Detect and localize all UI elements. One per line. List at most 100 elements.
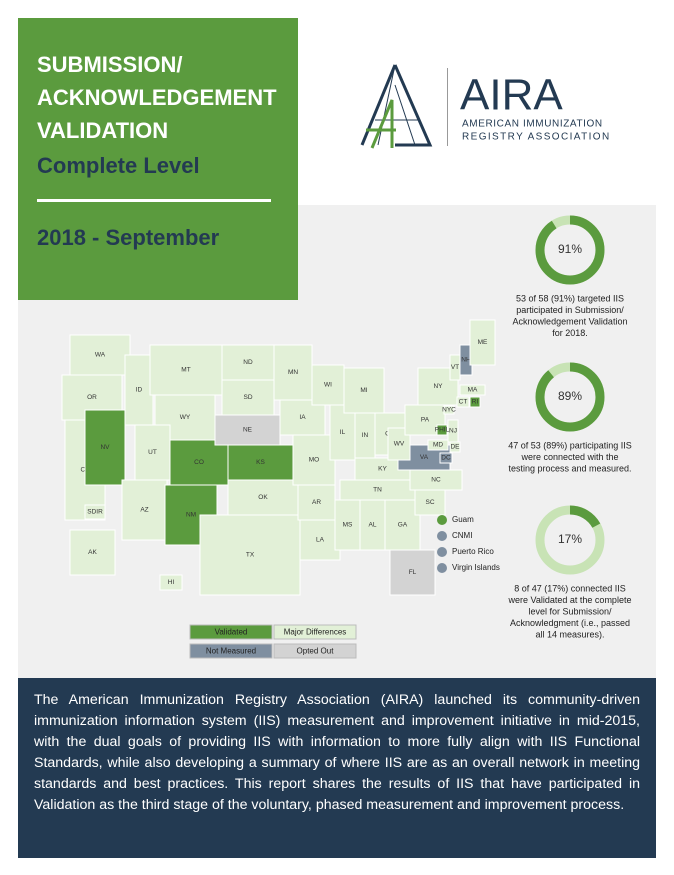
state-label: NH [461,357,471,364]
donut-caption: Acknowledgment (i.e., passed [510,618,630,628]
state-label: NC [431,477,441,484]
state-label: FL [409,569,417,576]
state-label: WA [95,352,106,359]
state-label: KS [256,459,265,466]
state [387,427,411,461]
state-label: MS [343,522,353,529]
state-label: MD [433,442,443,449]
state [439,452,453,464]
state-label: GA [398,522,408,529]
state [299,519,341,561]
state [459,384,486,396]
state-label: TN [373,487,382,494]
logo-tagline: AMERICAN IMMUNIZATION [462,119,603,130]
territory-label: Puerto Rico [452,547,494,556]
state-label: NY [433,383,443,390]
infographic: SUBMISSION/ ACKNOWLEDGEMENT VALIDATION C… [18,18,656,678]
donut-arc [535,505,605,575]
state [443,405,455,415]
state [427,439,449,451]
state [84,504,106,520]
title-line: VALIDATION [37,118,168,143]
territory-marker [437,547,447,557]
donut-arc [535,362,605,432]
state-label: ID [136,387,143,394]
footer-text: The American Immunization Registry Assoc… [18,678,656,858]
state-label: SC [425,499,434,506]
donut-caption: 8 of 47 (17%) connected IIS [514,583,626,593]
state-label: ME [478,339,488,346]
state-label: LA [316,537,325,544]
state-label: SDIR [87,509,103,516]
state [449,441,461,453]
state-label: NV [100,444,110,451]
donut-caption: level for Submission/ [528,606,612,616]
period: 2018 - September [37,225,220,250]
state [279,399,326,436]
state-label: AZ [140,507,148,514]
state [384,499,421,551]
territory-label: CNMI [452,531,472,540]
logo-tagline: REGISTRY ASSOCIATION [462,132,611,143]
logo-separator [447,68,448,146]
state-label: VA [420,454,429,461]
donut-caption: participated in Submission/ [516,305,624,315]
state-label: VT [451,364,459,371]
territory-marker [437,531,447,541]
state-label: NM [186,512,196,519]
title-line: ACKNOWLEDGEMENT [37,85,277,110]
state [169,439,229,486]
donut-label: 89% [558,389,582,403]
state-label: MI [360,387,367,394]
territory-label: Guam [452,515,474,524]
state-label: PA [421,417,430,424]
state-label: WV [394,441,405,448]
legend-swatch [189,624,273,640]
state-label: IA [299,414,306,421]
state [227,444,294,481]
state-label: WI [324,382,332,389]
legend-swatch [189,643,273,659]
state-label: MT [181,367,190,374]
donut-label: 91% [558,242,582,256]
territory-marker [437,515,447,525]
state-label: DE [450,444,460,451]
state [469,396,481,408]
state [199,514,301,596]
legend-label: Major Differences [284,628,347,637]
state-label: MO [309,457,319,464]
donut-caption: for 2018. [552,328,588,338]
state [69,529,116,576]
donut-caption: Acknowledgement Validation [513,316,628,326]
donut-caption: testing process and measured. [508,463,631,473]
state [292,434,336,486]
logo-mark [360,64,433,149]
state-label: CO [194,459,204,466]
divider [37,199,271,202]
logo-name: AIRA [460,71,563,120]
territory-label: Virgin Islands [452,563,500,572]
state-label: CT [459,399,468,406]
legend-swatch [273,624,357,640]
state-label: NYC [442,407,456,414]
state-label: MA [468,387,478,394]
legend-label: Opted Out [297,647,335,656]
state [149,344,223,396]
state [84,409,126,486]
state-label: OR [87,394,97,401]
state-label: MN [288,369,298,376]
state [214,414,281,446]
state [297,484,336,521]
territory-marker [437,563,447,573]
state [221,379,275,416]
state [436,424,448,436]
state-label: KY [378,466,387,473]
level: Complete Level [37,153,200,178]
state-label: DC [441,455,451,462]
state-label: TX [246,552,255,559]
state [389,549,436,596]
state [124,354,154,426]
state [334,499,361,551]
header-box [18,18,298,300]
